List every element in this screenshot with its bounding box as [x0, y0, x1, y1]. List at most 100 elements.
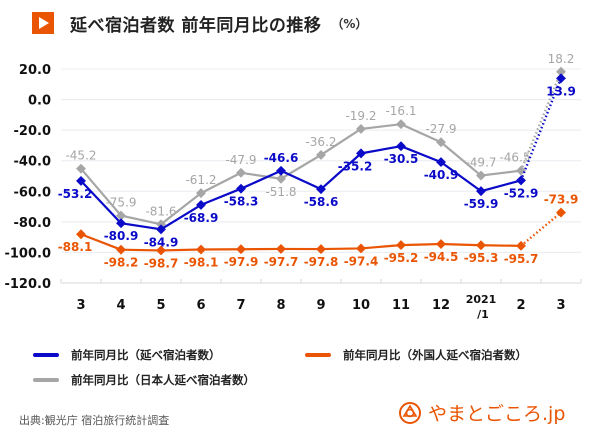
- x-tick-label: 7: [236, 298, 245, 313]
- data-label: -52.9: [504, 186, 539, 200]
- x-tick-label: 2: [516, 298, 525, 313]
- data-label: -51.8: [265, 185, 296, 199]
- data-point: [476, 186, 486, 197]
- y-tick-label: 0.0: [28, 94, 51, 109]
- data-point: [516, 175, 526, 186]
- data-point: [556, 207, 566, 218]
- data-label: -61.2: [185, 173, 216, 187]
- legend-swatch-japanese: [33, 378, 59, 382]
- data-point: [436, 137, 446, 148]
- yamatogokoro-logo-icon: [399, 401, 421, 424]
- data-label: -58.3: [224, 195, 259, 209]
- data-label: -30.5: [384, 152, 419, 166]
- data-point: [76, 229, 86, 240]
- data-label: -95.2: [384, 251, 419, 265]
- data-label: -58.6: [304, 195, 339, 209]
- data-point: [116, 218, 126, 229]
- data-label: -75.9: [105, 196, 136, 210]
- x-tick-label: 2021: [466, 293, 497, 306]
- data-point: [356, 148, 366, 159]
- data-label: -97.9: [224, 255, 259, 269]
- data-point: [276, 243, 286, 254]
- data-point: [196, 199, 206, 210]
- data-label: -95.7: [504, 252, 539, 266]
- y-tick-label: 20.0: [19, 63, 51, 78]
- x-tick-label: 8: [276, 298, 285, 313]
- data-point: [196, 188, 206, 199]
- x-tick-label: 12: [432, 298, 450, 313]
- data-label: -16.1: [385, 104, 416, 118]
- data-point: [116, 210, 126, 221]
- data-point: [316, 244, 326, 255]
- data-label: -84.9: [144, 235, 179, 249]
- legend-swatch-total: [33, 353, 59, 357]
- y-tick-label: -100.0: [4, 246, 51, 261]
- line-chart: 20.0 0.0 -20.0 -40.0 -60.0 -80.0 -100.0 -120.0 3…: [4, 52, 582, 321]
- data-point: [316, 149, 326, 160]
- data-label: -88.1: [58, 240, 93, 254]
- data-point: [276, 165, 286, 176]
- series-line: [80, 123, 522, 226]
- data-label: -49.7: [465, 156, 496, 170]
- play-triangle-icon: [32, 12, 54, 34]
- y-tick-label: -120.0: [4, 277, 51, 292]
- x-tick-label: 5: [156, 298, 165, 313]
- data-point: [116, 244, 126, 255]
- x-tick-label: 4: [116, 298, 125, 313]
- y-tick-label: -80.0: [14, 216, 51, 231]
- data-label: -97.4: [344, 254, 379, 268]
- x-tick-label: 11: [392, 298, 410, 313]
- data-point: [156, 245, 166, 256]
- data-label: -46.5: [499, 151, 530, 165]
- data-point: [436, 239, 446, 249]
- data-label: -45.2: [65, 149, 96, 163]
- data-label: -27.9: [425, 122, 456, 136]
- data-label: -40.9: [424, 168, 459, 182]
- data-label: -68.9: [184, 211, 219, 225]
- series-line-forecast: [519, 71, 563, 172]
- data-label: -36.2: [305, 135, 336, 149]
- legend-label-japanese: 前年同月比（日本人延べ宿泊者数）: [71, 373, 255, 387]
- chart-title: 延べ宿泊者数 前年同月比の推移: [70, 15, 322, 36]
- data-label: -59.9: [464, 197, 499, 211]
- data-point: [276, 173, 286, 184]
- legend-label-foreign: 前年同月比（外国人延べ宿泊者数）: [343, 348, 527, 362]
- data-point: [516, 165, 526, 176]
- y-tick-label: -20.0: [14, 124, 51, 139]
- x-tick-label: 6: [196, 298, 205, 313]
- legend-label-total: 前年同月比（延べ宿泊者数）: [71, 348, 221, 362]
- legend-item-total: 前年同月比（延べ宿泊者数）: [33, 347, 221, 363]
- legend-item-foreign: 前年同月比（外国人延べ宿泊者数）: [305, 347, 527, 363]
- data-point: [196, 244, 206, 255]
- data-point: [436, 157, 446, 168]
- logo-text: やまとごころ.jp: [428, 403, 566, 425]
- data-label: -46.6: [264, 151, 299, 165]
- data-point: [236, 167, 246, 178]
- legend-swatch-foreign: [305, 353, 331, 357]
- data-label: -47.9: [225, 153, 256, 167]
- data-point: [556, 73, 566, 84]
- site-logo[interactable]: やまとごころ.jp: [398, 399, 565, 426]
- data-label: -53.2: [58, 187, 93, 201]
- data-point: [316, 184, 326, 195]
- data-label: 18.2: [548, 52, 575, 66]
- data-label: -97.8: [304, 255, 339, 269]
- x-tick-label: 3: [76, 298, 85, 313]
- source-note: 出典:観光庁 宿泊旅行統計調査: [19, 414, 170, 427]
- data-label: -35.2: [338, 159, 373, 173]
- data-point: [476, 240, 486, 251]
- data-point: [476, 170, 486, 181]
- series-line: [80, 233, 522, 252]
- data-label: -73.9: [544, 193, 579, 207]
- x-tick-label: 10: [352, 298, 370, 313]
- data-point: [356, 243, 366, 254]
- x-tick-label: 9: [316, 298, 325, 313]
- data-label: 13.9: [546, 84, 576, 98]
- data-label: -98.2: [104, 256, 139, 270]
- data-point: [76, 175, 86, 186]
- data-point: [516, 240, 526, 251]
- data-point: [236, 183, 246, 194]
- data-point: [396, 240, 406, 251]
- chart-title-bar: 延べ宿泊者数 前年同月比の推移 （%）: [32, 10, 367, 36]
- data-label: -98.1: [184, 256, 219, 270]
